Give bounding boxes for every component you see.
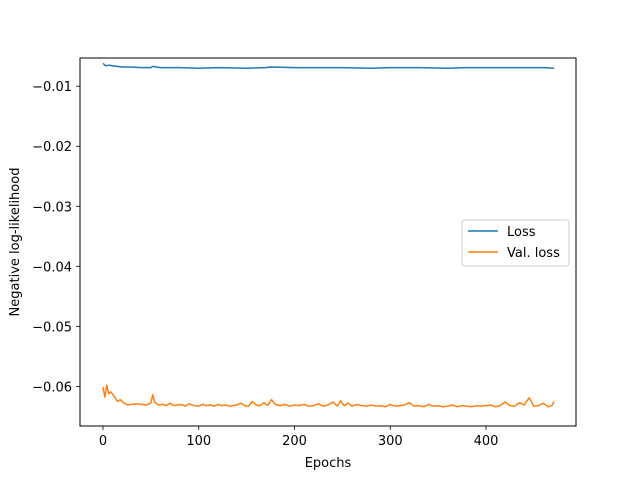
- axes-frame: [79, 57, 577, 427]
- x-tick-label: 400: [474, 434, 499, 449]
- x-tick-label: 0: [99, 434, 107, 449]
- y-axis-label: Negative log-likelihood: [8, 168, 23, 317]
- x-axis-label: Epochs: [305, 456, 352, 471]
- y-tick-label: −0.04: [32, 260, 72, 275]
- legend-label-loss: Loss: [507, 225, 536, 240]
- x-tick-label: 300: [378, 434, 403, 449]
- legend-label-val-loss: Val. loss: [507, 246, 560, 261]
- legend: Loss Val. loss: [461, 219, 570, 267]
- x-tick-label: 100: [186, 434, 211, 449]
- y-tick-label: −0.01: [32, 80, 72, 95]
- y-tick-label: −0.06: [32, 380, 72, 395]
- x-axis-ticks: 0 100 200 300 400: [99, 426, 499, 449]
- x-tick-label: 200: [282, 434, 307, 449]
- series-line-val-loss: [102, 384, 555, 408]
- y-tick-label: −0.03: [32, 200, 72, 215]
- y-tick-label: −0.02: [32, 140, 72, 155]
- series-line-loss: [102, 62, 555, 69]
- y-axis-ticks: −0.01 −0.02 −0.03 −0.04 −0.05 −0.06: [32, 80, 80, 395]
- y-tick-label: −0.05: [32, 320, 72, 335]
- series-layer: [102, 62, 555, 408]
